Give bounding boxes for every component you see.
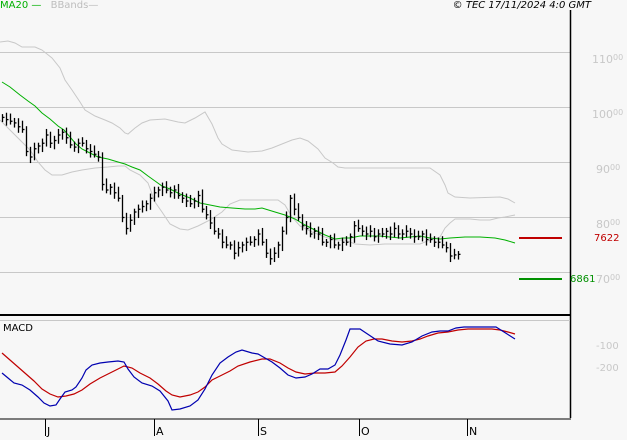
macd-axis-label-minus100: -100	[596, 341, 619, 352]
macd-signal-line	[1, 328, 516, 398]
x-ticks	[45, 419, 468, 436]
price-bars	[1, 112, 461, 265]
x-label-july: J	[47, 425, 51, 438]
legend-ma20: MA20	[0, 0, 29, 11]
legend-bbands: BBands	[50, 0, 89, 11]
price-axis-label-10000: 10000	[592, 108, 624, 121]
support-label: 6861	[570, 274, 596, 285]
x-label-september: S	[260, 425, 267, 438]
bband-upper-line	[0, 40, 516, 204]
macd-line	[1, 326, 516, 411]
x-label-october: O	[361, 425, 370, 438]
bband-lower-line	[0, 119, 516, 246]
x-label-november: N	[469, 425, 478, 438]
copyright-timestamp: © TEC 17/11/2024 4:0 GMT	[452, 0, 591, 11]
resistance-label: 7622	[594, 233, 620, 244]
macd-title: MACD	[3, 323, 33, 334]
price-axis-label-11000: 11000	[592, 53, 624, 66]
price-grid	[0, 52, 570, 273]
x-label-august: A	[156, 425, 164, 438]
ma20-line	[1, 81, 516, 244]
legend-bbands-swatch: —	[88, 0, 99, 11]
price-axis-label-9000: 9000	[596, 163, 621, 176]
legend-ma20-swatch: —	[28, 0, 42, 11]
chart-legend: MA20 — BBands—	[0, 0, 98, 12]
price-axis-label-8000: 8000	[596, 218, 621, 231]
macd-axis-label-minus200: -200	[596, 363, 619, 374]
price-axis-label-7000: 7000	[596, 273, 621, 286]
